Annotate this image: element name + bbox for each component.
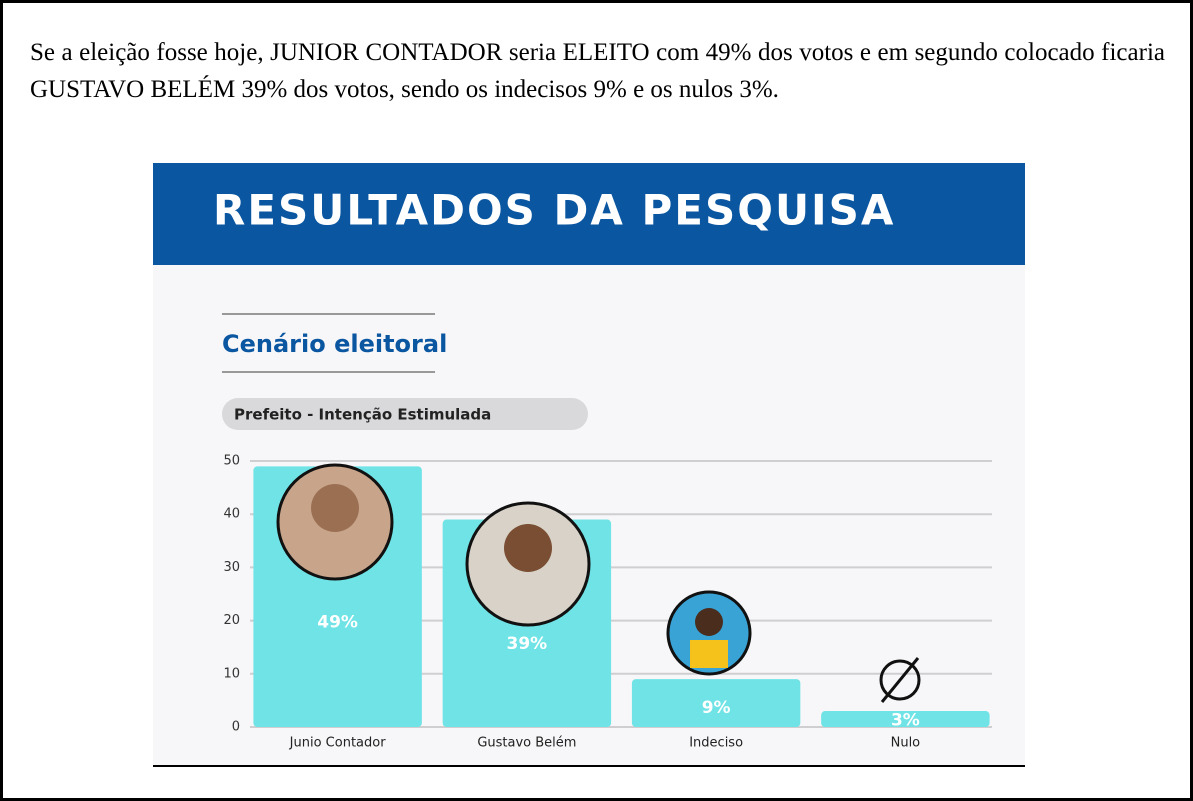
y-tick-label: 10 bbox=[223, 666, 240, 681]
value-label: 39% bbox=[507, 634, 548, 654]
photos bbox=[276, 463, 921, 703]
x-tick-label: Junio Contador bbox=[289, 736, 387, 751]
subtitle-pill bbox=[222, 398, 588, 430]
y-tick-label: 20 bbox=[223, 613, 240, 628]
y-tick-label: 50 bbox=[223, 454, 240, 469]
photo-face bbox=[311, 484, 359, 532]
photo-face bbox=[695, 608, 723, 636]
header-band bbox=[153, 163, 1025, 265]
photo-face bbox=[504, 524, 552, 572]
chart-title: Cenário eleitoral bbox=[222, 330, 447, 358]
value-label: 49% bbox=[317, 613, 358, 633]
null-icon bbox=[879, 659, 921, 701]
value-label: 9% bbox=[702, 698, 731, 718]
header: RESULTADOS DA PESQUISA bbox=[213, 186, 895, 235]
y-tick-label: 0 bbox=[232, 720, 240, 735]
null-icon bbox=[880, 657, 920, 703]
photo-shirt bbox=[690, 640, 728, 668]
paragraph: Se a eleição fosse hoje, JUNIOR CONTADOR… bbox=[30, 39, 1165, 103]
y-tick-label: 40 bbox=[223, 507, 240, 522]
y-tick-label: 30 bbox=[223, 560, 240, 575]
chart-subtitle: Prefeito - Intenção Estimulada bbox=[234, 406, 491, 424]
x-tick-label: Indeciso bbox=[689, 736, 743, 751]
x-tick-label: Gustavo Belém bbox=[477, 736, 576, 751]
value-label: 3% bbox=[891, 711, 920, 731]
x-tick-label: Nulo bbox=[891, 736, 921, 751]
bar bbox=[631, 679, 801, 727]
bar bbox=[821, 711, 990, 727]
